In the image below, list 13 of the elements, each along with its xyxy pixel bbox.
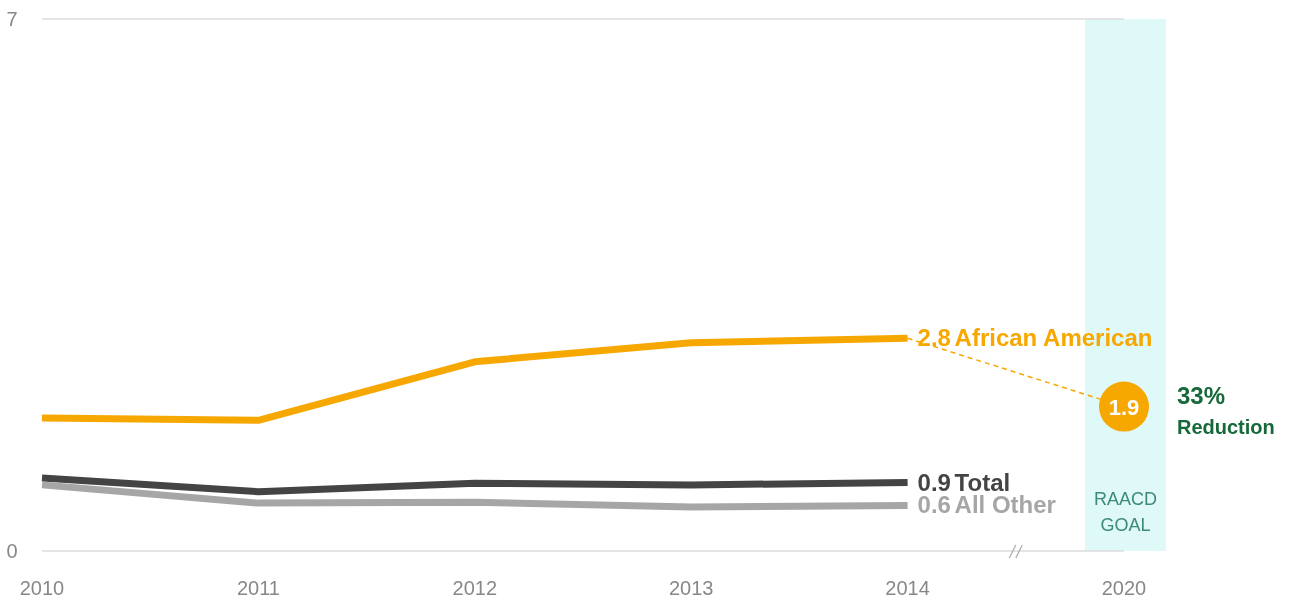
x-tick-label: 2011 xyxy=(236,577,280,599)
series-label: African American xyxy=(954,324,1153,352)
x-tick-label: 2010 xyxy=(19,577,65,599)
y-tick-label: 7 xyxy=(6,8,18,30)
data-label: 1.9 xyxy=(1108,394,1140,420)
x-tick-label: 2020 xyxy=(1101,577,1147,599)
band-label: RAACD GOAL xyxy=(1093,489,1158,535)
x-tick-label: 2014 xyxy=(885,577,930,599)
x-tick-label: 2013 xyxy=(668,577,714,599)
data-label: 2.8 xyxy=(917,324,951,352)
x-tick-label: 2012 xyxy=(452,577,498,599)
annotation: 33% Reduction xyxy=(1177,381,1275,438)
y-tick-label: 0 xyxy=(6,540,18,562)
